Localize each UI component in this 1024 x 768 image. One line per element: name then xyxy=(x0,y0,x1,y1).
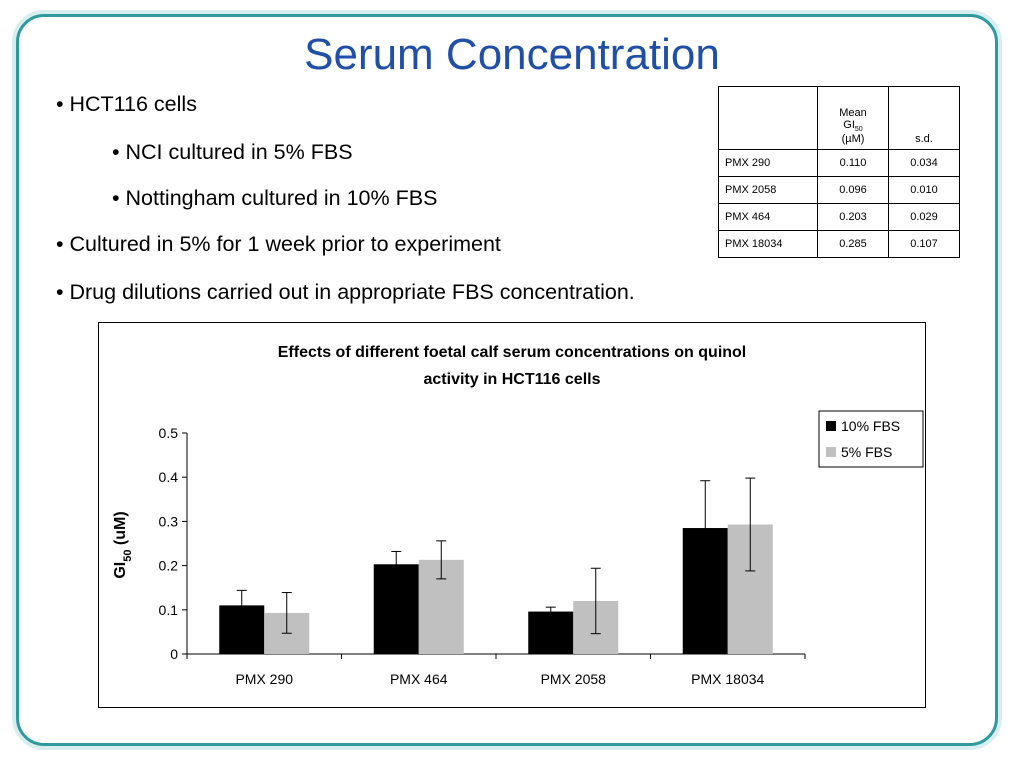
y-tick-label: 0.1 xyxy=(159,602,179,618)
y-axis-label-main: GI xyxy=(112,562,129,579)
y-tick-label: 0.2 xyxy=(159,558,179,574)
legend-label: 10% FBS xyxy=(841,418,900,434)
table-row: PMX 2058 0.096 0.010 xyxy=(718,176,960,204)
bullet-item: • Cultured in 5% for 1 week prior to exp… xyxy=(56,232,501,256)
plot-area: 0 0.1 0.2 0.3 0.4 0.5 PMX 290 PMX 464 PMX 2058 PM… xyxy=(159,425,806,687)
table-cell-name: PMX 290 xyxy=(718,149,818,177)
y-tick-label: 0.5 xyxy=(159,425,179,441)
table-row: PMX 290 0.110 0.034 xyxy=(718,149,960,177)
x-tick-label: PMX 2058 xyxy=(541,671,607,687)
header-mean-line3: (µM) xyxy=(841,133,865,145)
legend-swatch xyxy=(826,447,836,457)
legend-box xyxy=(818,410,924,468)
table-cell-sd: 0.010 xyxy=(888,176,960,204)
y-axis-label-suffix: (uM) xyxy=(112,511,129,549)
table-cell-mean: 0.203 xyxy=(817,203,889,231)
header-mean-line2: GI xyxy=(843,118,855,131)
table-row: PMX 464 0.203 0.029 xyxy=(718,203,960,231)
table-header-mean: Mean GI50 (µM) xyxy=(817,86,889,150)
slide-title: Serum Concentration xyxy=(304,30,720,79)
header-mean-line1: Mean xyxy=(839,106,867,119)
legend: 10% FBS 5% FBS xyxy=(818,410,924,468)
table-cell-name: PMX 18034 xyxy=(718,230,818,258)
table-cell-name: PMX 464 xyxy=(718,203,818,231)
chart-title-line1: Effects of different foetal calf serum c… xyxy=(278,344,747,361)
table-header-sd: s.d. xyxy=(888,86,960,150)
y-axis-label-sub: 50 xyxy=(122,550,134,562)
table-cell-mean: 0.110 xyxy=(817,149,889,177)
x-tick-label: PMX 290 xyxy=(235,671,293,687)
table-cell-mean: 0.096 xyxy=(817,176,889,204)
table-row: PMX 18034 0.285 0.107 xyxy=(718,230,960,258)
table-header-row: Mean GI50 (µM) s.d. xyxy=(718,86,960,150)
y-tick-label: 0 xyxy=(170,646,178,662)
bar-chart: Effects of different foetal calf serum c… xyxy=(112,344,924,687)
legend-label: 5% FBS xyxy=(841,444,892,460)
bar xyxy=(528,611,574,654)
table-cell-sd: 0.107 xyxy=(888,230,960,258)
gi50-table: Mean GI50 (µM) s.d. PMX 290 0.110 0.034 … xyxy=(718,86,960,258)
bullet-item: • Nottingham cultured in 10% FBS xyxy=(112,186,438,210)
bullet-item: • Drug dilutions carried out in appropri… xyxy=(56,280,635,304)
y-tick-label: 0.3 xyxy=(159,513,179,529)
y-tick-label: 0.4 xyxy=(159,469,179,485)
bar xyxy=(373,564,419,654)
x-tick-label: PMX 464 xyxy=(390,671,448,687)
table-cell-mean: 0.285 xyxy=(817,230,889,258)
bullet-item: • NCI cultured in 5% FBS xyxy=(112,140,353,164)
legend-swatch xyxy=(826,421,836,431)
bullet-item: • HCT116 cells xyxy=(56,92,197,116)
table-header-blank xyxy=(718,86,818,150)
table-cell-sd: 0.034 xyxy=(888,149,960,177)
table-cell-sd: 0.029 xyxy=(888,203,960,231)
table-cell-name: PMX 2058 xyxy=(718,176,818,204)
chart-title-line2: activity in HCT116 cells xyxy=(424,371,601,388)
x-tick-label: PMX 18034 xyxy=(691,671,764,687)
header-mean-sub: 50 xyxy=(854,126,863,133)
y-axis-label: GI50 (uM) xyxy=(112,511,134,578)
slide-frame xyxy=(16,14,998,746)
chart-container: Effects of different foetal calf serum c… xyxy=(98,322,926,708)
